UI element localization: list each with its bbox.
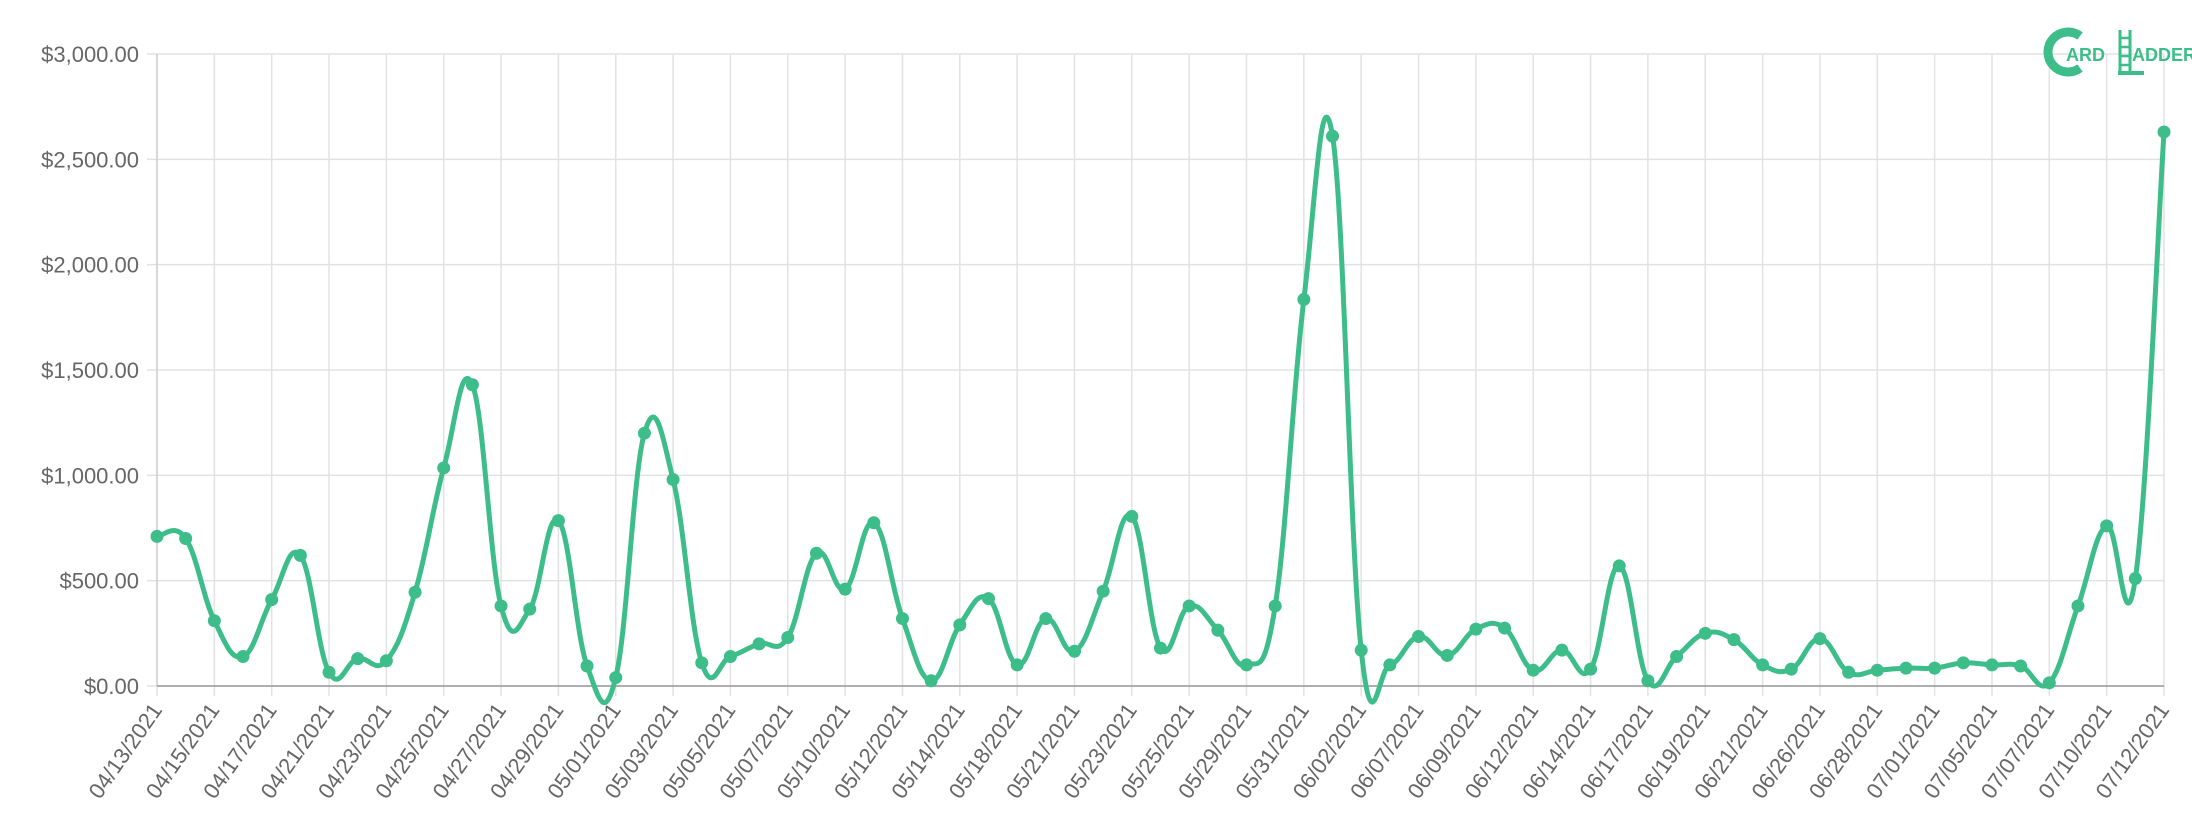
data-point[interactable] bbox=[1010, 658, 1024, 672]
data-point[interactable] bbox=[1670, 650, 1684, 664]
data-point[interactable] bbox=[1784, 662, 1798, 676]
data-point[interactable] bbox=[1096, 584, 1110, 598]
data-point[interactable] bbox=[1326, 129, 1340, 143]
y-tick-label: $2,500.00 bbox=[41, 147, 139, 172]
series-layer bbox=[154, 114, 2167, 706]
data-point[interactable] bbox=[981, 592, 995, 606]
data-point[interactable] bbox=[1469, 622, 1483, 636]
data-point[interactable] bbox=[1698, 626, 1712, 640]
y-tick-label: $3,000.00 bbox=[41, 42, 139, 67]
data-point[interactable] bbox=[838, 582, 852, 596]
data-point[interactable] bbox=[351, 652, 365, 666]
points-layer bbox=[150, 125, 2171, 690]
data-point[interactable] bbox=[1383, 658, 1397, 672]
data-point[interactable] bbox=[609, 671, 623, 685]
y-tick-label: $2,000.00 bbox=[41, 253, 139, 278]
data-point[interactable] bbox=[1498, 621, 1512, 635]
y-tick-label: $0.00 bbox=[84, 674, 139, 699]
data-point[interactable] bbox=[2014, 659, 2028, 673]
data-point[interactable] bbox=[1125, 509, 1139, 523]
data-point[interactable] bbox=[179, 532, 193, 546]
data-point[interactable] bbox=[1412, 629, 1426, 643]
data-point[interactable] bbox=[695, 656, 709, 670]
data-point[interactable] bbox=[580, 659, 594, 673]
data-point[interactable] bbox=[551, 514, 565, 528]
data-point[interactable] bbox=[1297, 292, 1311, 306]
data-point[interactable] bbox=[265, 593, 279, 607]
card-ladder-logo: ARD ADDER bbox=[2043, 27, 2192, 77]
data-point[interactable] bbox=[2042, 676, 2056, 690]
data-point[interactable] bbox=[1612, 559, 1626, 573]
y-tick-label: $1,500.00 bbox=[41, 358, 139, 383]
axis-layer: $0.00 $500.00 $1,000.00 $1,500.00 $2,000.00 $… bbox=[41, 42, 2174, 803]
data-point[interactable] bbox=[1842, 665, 1856, 679]
logo-text-left: ARD bbox=[2066, 45, 2105, 65]
data-point[interactable] bbox=[2157, 125, 2171, 139]
data-point[interactable] bbox=[1641, 674, 1655, 688]
data-point[interactable] bbox=[809, 546, 823, 560]
data-point[interactable] bbox=[1067, 644, 1081, 658]
data-point[interactable] bbox=[1727, 633, 1741, 647]
data-point[interactable] bbox=[379, 654, 393, 668]
data-point[interactable] bbox=[1928, 661, 1942, 675]
data-point[interactable] bbox=[1154, 641, 1167, 655]
data-point[interactable] bbox=[867, 516, 881, 530]
y-tick-label: $1,000.00 bbox=[41, 463, 139, 488]
data-point[interactable] bbox=[1584, 662, 1598, 676]
data-point[interactable] bbox=[1211, 623, 1225, 637]
data-point[interactable] bbox=[2128, 572, 2142, 586]
data-point[interactable] bbox=[1899, 661, 1913, 675]
data-point[interactable] bbox=[236, 650, 250, 664]
grid-layer bbox=[147, 53, 2165, 696]
data-point[interactable] bbox=[1268, 599, 1282, 613]
data-point[interactable] bbox=[1526, 663, 1540, 677]
data-point[interactable] bbox=[465, 378, 479, 392]
data-point[interactable] bbox=[637, 426, 651, 440]
data-point[interactable] bbox=[1985, 658, 1999, 672]
logo-c-mark bbox=[2043, 27, 2083, 77]
data-point[interactable] bbox=[1870, 663, 1884, 677]
data-point[interactable] bbox=[322, 665, 336, 679]
y-tick-label: $500.00 bbox=[59, 569, 139, 594]
data-point[interactable] bbox=[293, 548, 307, 562]
data-point[interactable] bbox=[1354, 643, 1368, 657]
logo-text-right: ADDER bbox=[2132, 45, 2192, 65]
data-point[interactable] bbox=[1240, 658, 1254, 672]
data-point[interactable] bbox=[723, 650, 737, 664]
data-point[interactable] bbox=[781, 631, 795, 645]
data-point[interactable] bbox=[207, 614, 221, 628]
series-line bbox=[154, 114, 2167, 706]
data-point[interactable] bbox=[953, 618, 967, 632]
data-point[interactable] bbox=[2071, 599, 2085, 613]
data-point[interactable] bbox=[1182, 599, 1196, 613]
data-point[interactable] bbox=[1440, 648, 1454, 662]
ladder-icon bbox=[2118, 30, 2144, 75]
data-point[interactable] bbox=[494, 599, 508, 613]
data-point[interactable] bbox=[437, 461, 451, 475]
data-point[interactable] bbox=[895, 612, 909, 626]
data-point[interactable] bbox=[1756, 658, 1770, 672]
data-point[interactable] bbox=[2100, 519, 2114, 533]
data-point[interactable] bbox=[408, 585, 422, 599]
data-point[interactable] bbox=[523, 602, 537, 616]
data-point[interactable] bbox=[924, 674, 938, 688]
data-point[interactable] bbox=[1555, 643, 1569, 657]
data-point[interactable] bbox=[1039, 612, 1053, 626]
data-point[interactable] bbox=[150, 529, 164, 543]
data-point[interactable] bbox=[1813, 632, 1827, 646]
data-point[interactable] bbox=[752, 637, 766, 651]
data-point[interactable] bbox=[666, 473, 680, 487]
data-point[interactable] bbox=[1956, 656, 1970, 670]
